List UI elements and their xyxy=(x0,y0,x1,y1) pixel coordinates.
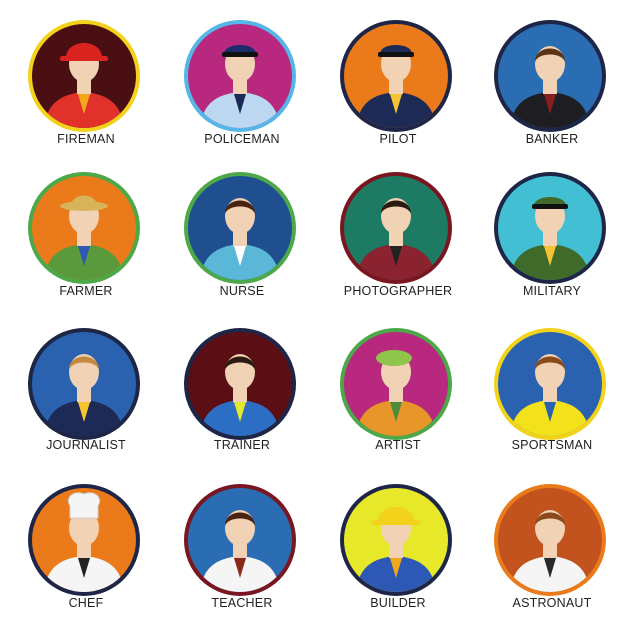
avatar-card-artist: ARTIST xyxy=(328,326,468,476)
teacher-avatar-icon xyxy=(184,484,296,596)
avatar-card-policeman: POLICEMAN xyxy=(172,18,312,168)
journalist-avatar-icon xyxy=(28,328,140,440)
avatar-card-trainer: TRAINER xyxy=(172,326,312,476)
avatar-card-nurse: NURSE xyxy=(172,170,312,320)
avatar-card-farmer: FARMER xyxy=(16,170,156,320)
avatar-label: NURSE xyxy=(219,284,265,298)
artist-avatar-icon xyxy=(340,328,452,440)
nurse-avatar-icon xyxy=(184,172,296,284)
photographer-avatar-icon xyxy=(340,172,452,284)
avatar-card-journalist: JOURNALIST xyxy=(16,326,156,476)
fireman-avatar-icon xyxy=(28,20,140,132)
avatar-card-fireman: FIREMAN xyxy=(16,18,156,168)
avatar-label: POLICEMAN xyxy=(204,132,280,146)
farmer-avatar-icon xyxy=(28,172,140,284)
pilot-avatar-icon xyxy=(340,20,452,132)
avatar-card-banker: BANKER xyxy=(482,18,622,168)
avatar-card-astronaut: ASTRONAUT xyxy=(482,482,622,632)
avatar-label: MILITARY xyxy=(522,284,582,298)
chef-avatar-icon xyxy=(28,484,140,596)
avatar-card-builder: BUILDER xyxy=(328,482,468,632)
avatar-label: TRAINER xyxy=(213,438,271,452)
avatar-label: JOURNALIST xyxy=(46,438,126,452)
avatar-card-teacher: TEACHER xyxy=(172,482,312,632)
avatar-label: CHEF xyxy=(68,596,104,610)
avatar-label: TEACHER xyxy=(211,596,273,610)
military-avatar-icon xyxy=(494,172,606,284)
policeman-avatar-icon xyxy=(184,20,296,132)
avatar-card-sportsman: SPORTSMAN xyxy=(482,326,622,476)
avatar-label: PILOT xyxy=(379,132,417,146)
avatar-label: ARTIST xyxy=(375,438,421,452)
avatar-label: BUILDER xyxy=(370,596,426,610)
avatar-label: SPORTSMAN xyxy=(511,438,593,452)
banker-avatar-icon xyxy=(494,20,606,132)
avatar-label: FIREMAN xyxy=(57,132,115,146)
avatar-card-military: MILITARY xyxy=(482,170,622,320)
avatar-label: ASTRONAUT xyxy=(512,596,592,610)
avatar-card-chef: CHEF xyxy=(16,482,156,632)
trainer-avatar-icon xyxy=(184,328,296,440)
avatar-label: BANKER xyxy=(525,132,579,146)
avatar-card-photographer: PHOTOGRAPHER xyxy=(328,170,468,320)
avatar-card-pilot: PILOT xyxy=(328,18,468,168)
builder-avatar-icon xyxy=(340,484,452,596)
avatar-label: PHOTOGRAPHER xyxy=(343,284,453,298)
avatar-label: FARMER xyxy=(59,284,113,298)
sportsman-avatar-icon xyxy=(494,328,606,440)
astronaut-avatar-icon xyxy=(494,484,606,596)
